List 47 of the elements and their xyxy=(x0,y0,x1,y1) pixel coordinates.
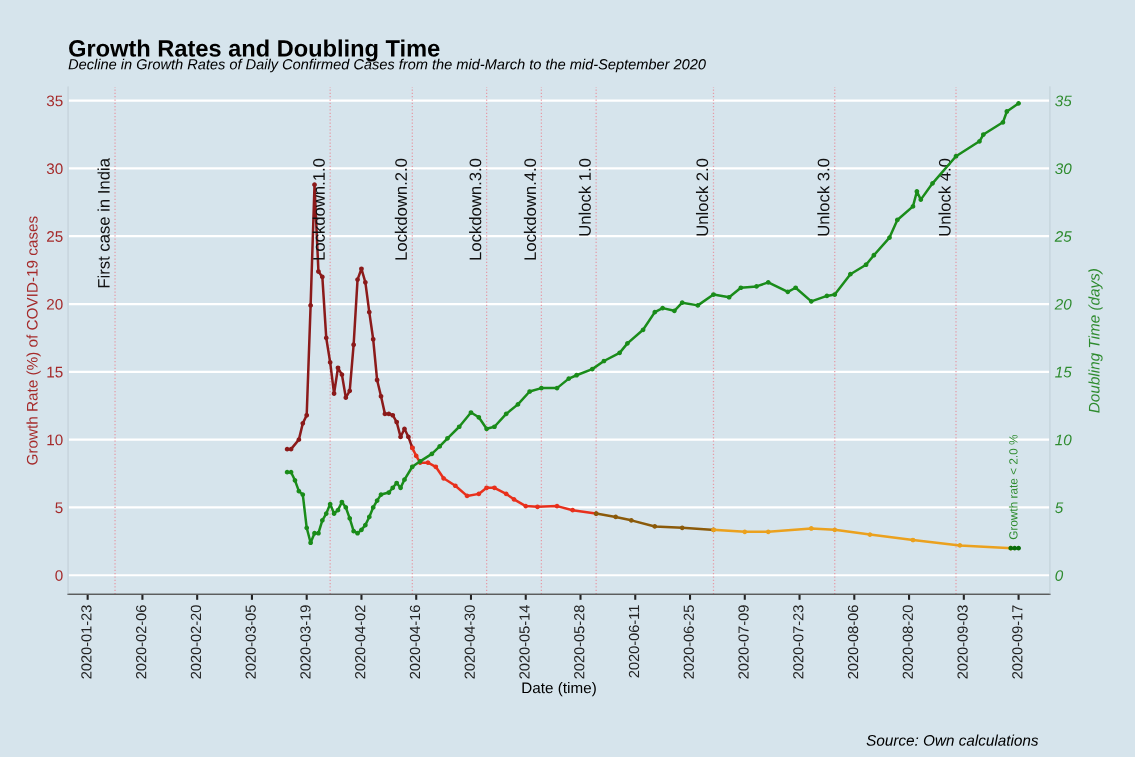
x-tick-label: 2020-04-30 xyxy=(464,605,475,679)
source-note: Source: Own calculations xyxy=(866,734,1039,746)
x-tick-label: 2020-03-19 xyxy=(300,605,311,679)
y-tick-label: 0 xyxy=(55,570,63,581)
y-tick-label: 20 xyxy=(47,298,63,310)
x-axis-title: Date (time) xyxy=(522,682,596,697)
y2-tick-label: 30 xyxy=(1055,163,1072,175)
y-axis-title: Growth Rate (%) of COVID-19 cases xyxy=(26,216,41,465)
annotation: Growth rate < 2.0 % xyxy=(1008,434,1018,540)
ref-line-label: Lockdown.1.0 xyxy=(312,158,325,260)
x-tick-label: 2020-05-28 xyxy=(574,605,585,679)
y2-tick-label: 25 xyxy=(1054,231,1072,242)
ref-line-label: Unlock 2.0 xyxy=(695,158,709,236)
y-tick-label: 10 xyxy=(47,434,63,446)
x-tick-label: 2020-08-20 xyxy=(902,605,913,679)
ref-line-label: Lockdown.2.0 xyxy=(394,158,407,260)
y-tick-label: 15 xyxy=(47,366,63,378)
ref-line-label: First case in India xyxy=(97,158,110,288)
y2-axis-title: Doubling Time (days) xyxy=(1088,269,1103,413)
y2-tick-label: 5 xyxy=(1055,502,1064,514)
ref-line-label: Lockdown.4.0 xyxy=(523,158,537,260)
y-tick-label: 25 xyxy=(47,231,63,242)
x-tick-label: 2020-02-06 xyxy=(136,605,147,679)
x-tick-label: 2020-03-05 xyxy=(245,605,256,679)
y2-tick-label: 20 xyxy=(1054,298,1072,310)
y-tick-label: 5 xyxy=(55,502,63,514)
y2-tick-label: 0 xyxy=(1055,570,1064,581)
x-tick-label: 2020-02-20 xyxy=(190,605,202,679)
x-tick-label: 2020-09-03 xyxy=(957,605,968,679)
x-tick-label: 2020-04-16 xyxy=(409,605,421,679)
x-tick-label: 2020-07-09 xyxy=(738,605,749,679)
x-tick-label: 2020-04-02 xyxy=(355,605,366,679)
x-tick-label: 2020-06-25 xyxy=(683,605,694,679)
x-tick-label: 2020-07-23 xyxy=(793,605,804,679)
y-tick-label: 30 xyxy=(46,163,63,175)
x-tick-label: 2020-01-23 xyxy=(81,605,92,679)
x-tick-label: 2020-05-14 xyxy=(519,605,530,679)
ref-line-label: Lockdown.3.0 xyxy=(469,158,482,260)
x-tick-label: 2020-09-17 xyxy=(1012,605,1023,679)
y2-tick-label: 15 xyxy=(1055,366,1072,378)
x-tick-label: 2020-06-11 xyxy=(628,605,640,678)
ref-line-label: Unlock 3.0 xyxy=(817,158,830,236)
y2-tick-label: 10 xyxy=(1055,434,1072,446)
y2-tick-label: 35 xyxy=(1055,95,1072,107)
ref-line-label: Unlock 1.0 xyxy=(578,158,591,236)
x-tick-label: 2020-08-06 xyxy=(847,605,859,679)
y-tick-label: 35 xyxy=(46,95,63,107)
